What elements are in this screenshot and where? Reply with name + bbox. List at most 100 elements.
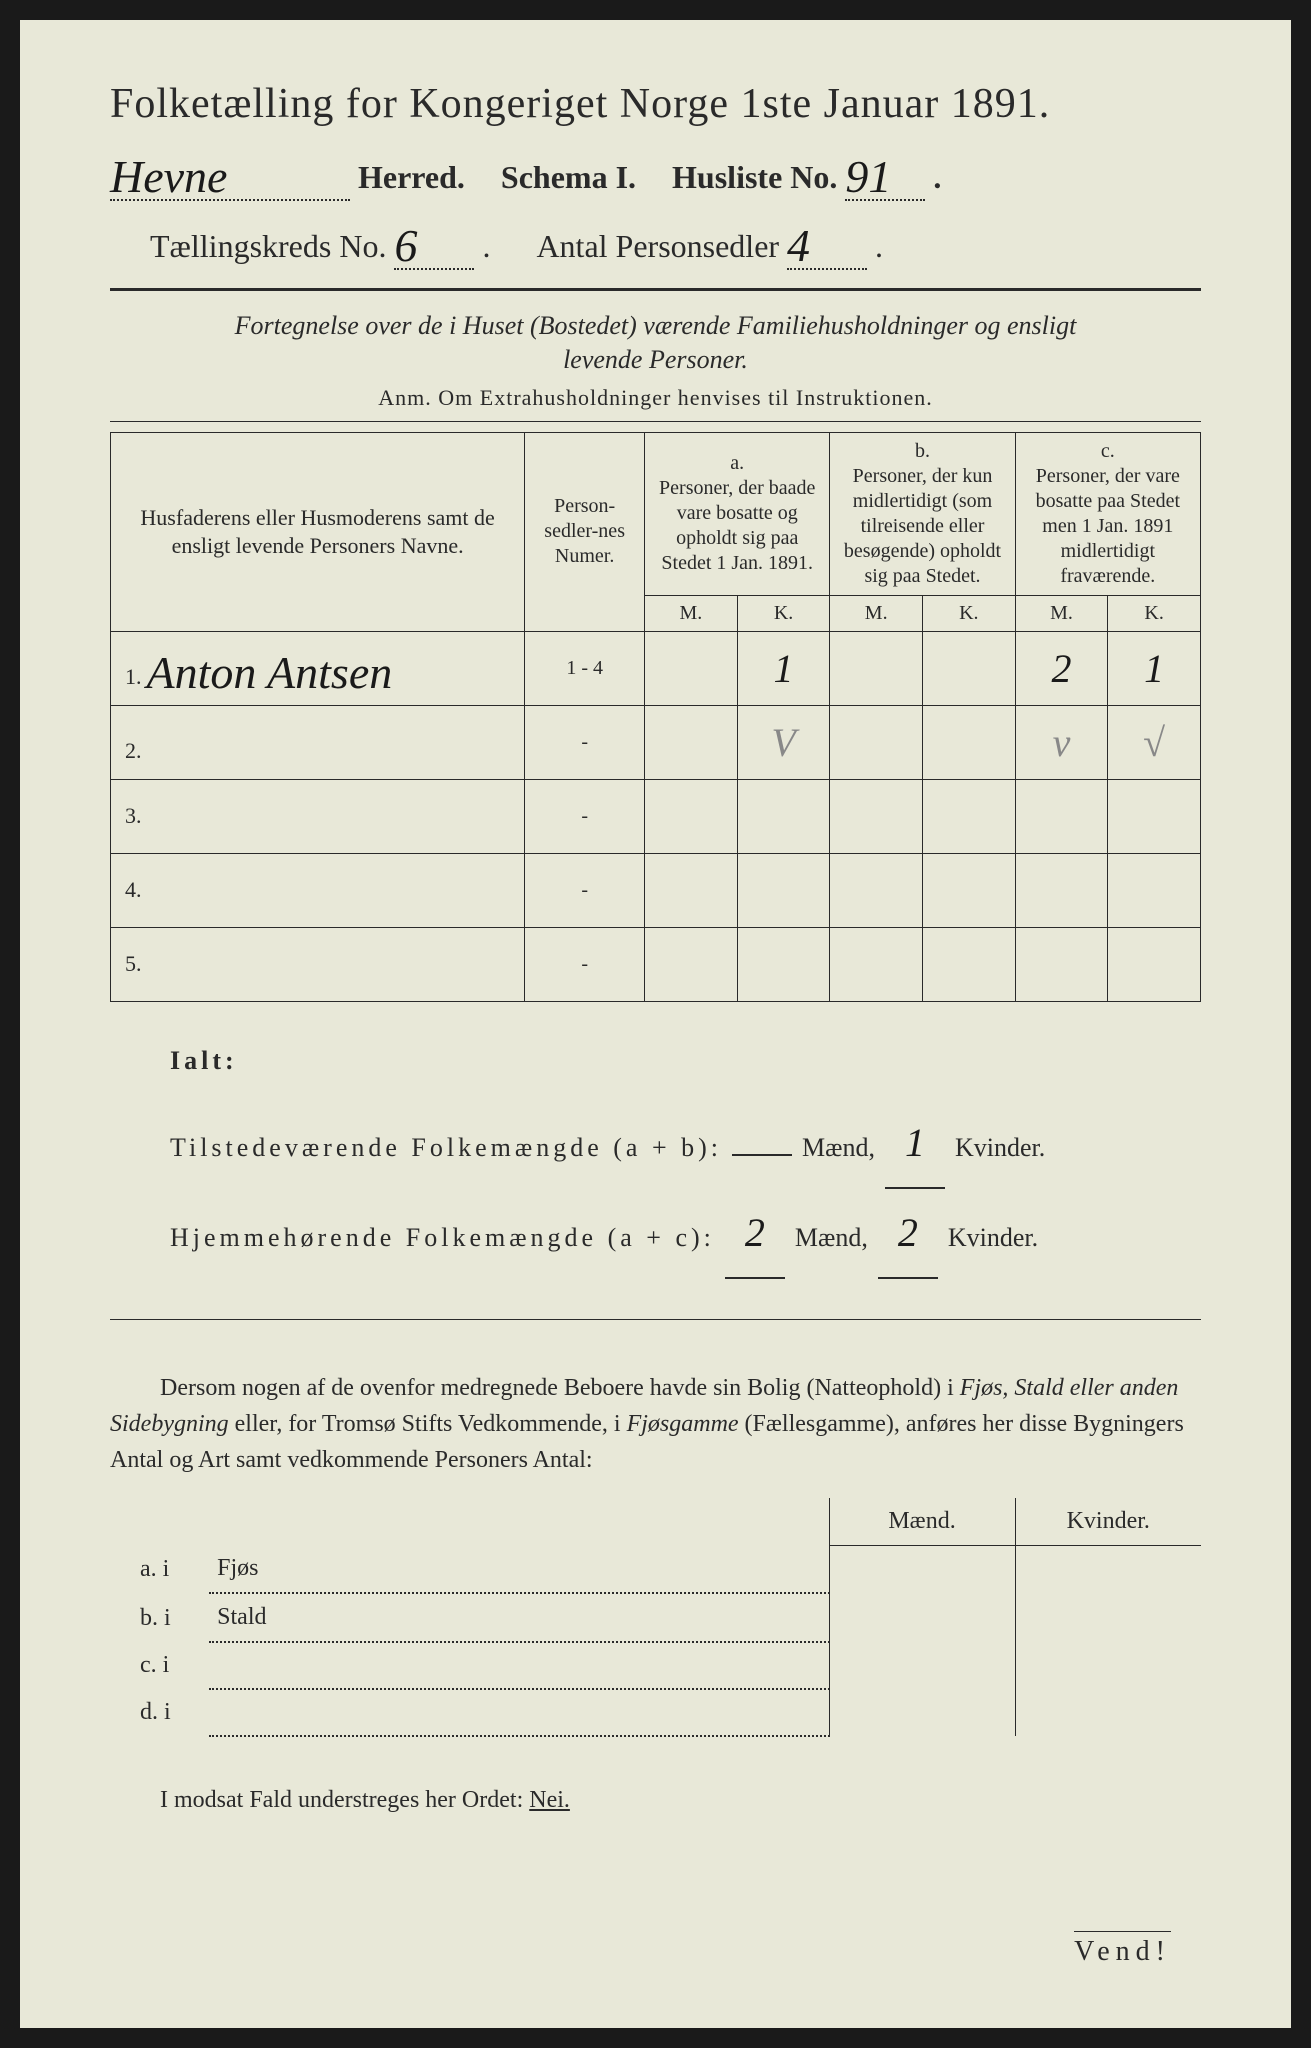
building-name xyxy=(209,1689,829,1736)
herred-label: Herred. xyxy=(358,159,465,196)
row-a-m xyxy=(645,779,738,853)
building-lbl: a. i xyxy=(110,1545,209,1593)
building-maend-header: Mænd. xyxy=(829,1498,1015,1546)
table-row: 3. - xyxy=(111,779,1201,853)
col-a-header: a. Personer, der baade vare bosatte og o… xyxy=(645,432,830,595)
herred-value: Hevne xyxy=(110,151,227,202)
row-c-m xyxy=(1015,853,1108,927)
row-c-k xyxy=(1108,779,1201,853)
row-a-m xyxy=(645,853,738,927)
antal-label: Antal Personsedler xyxy=(536,228,779,265)
building-row: a. iFjøs xyxy=(110,1545,1201,1593)
col-b-m: M. xyxy=(830,595,923,631)
row-num: - xyxy=(525,705,645,779)
col-name-header: Husfaderens eller Husmoderens samt de en… xyxy=(111,432,525,631)
row-b-m xyxy=(830,631,923,705)
row-c-k: √ xyxy=(1108,705,1201,779)
row-a-k: 1 xyxy=(737,631,830,705)
row-b-m xyxy=(830,705,923,779)
building-name: Fjøs xyxy=(209,1545,829,1593)
row-name: 2. xyxy=(111,705,525,779)
row-a-k xyxy=(737,853,830,927)
row-c-k: 1 xyxy=(1108,631,1201,705)
divider xyxy=(110,1319,1201,1320)
row-name: 1. Anton Antsen xyxy=(111,631,525,705)
kreds-value: 6 xyxy=(394,220,417,271)
row-c-m xyxy=(1015,927,1108,1001)
row-name: 3. xyxy=(111,779,525,853)
footer-nei: Nei. xyxy=(529,1787,570,1813)
col-c-m: M. xyxy=(1015,595,1108,631)
col-a-m: M. xyxy=(645,595,738,631)
row-b-k xyxy=(923,631,1016,705)
row-a-k xyxy=(737,927,830,1001)
table-row: 5. - xyxy=(111,927,1201,1001)
row-a-k xyxy=(737,779,830,853)
tilstede-k: 1 xyxy=(905,1120,925,1165)
building-m xyxy=(829,1642,1015,1689)
building-m xyxy=(829,1689,1015,1736)
ialt-label: Ialt: xyxy=(170,1032,1201,1089)
household-table: Husfaderens eller Husmoderens samt de en… xyxy=(110,432,1201,1002)
building-k xyxy=(1015,1593,1201,1642)
col-b-header: b. Personer, der kun midlertidigt (som t… xyxy=(830,432,1015,595)
row-a-m xyxy=(645,705,738,779)
hjemme-m: 2 xyxy=(745,1210,765,1255)
kreds-label: Tællingskreds No. xyxy=(150,228,386,265)
row-name: 4. xyxy=(111,853,525,927)
hjemme-line: Hjemmehørende Folkemængde (a + c): 2 Mæn… xyxy=(170,1189,1201,1279)
husliste-value: 91 xyxy=(845,151,891,202)
building-m xyxy=(829,1545,1015,1593)
building-row: b. iStald xyxy=(110,1593,1201,1642)
col-c-k: K. xyxy=(1108,595,1201,631)
hjemme-label: Hjemmehørende Folkemængde (a + c): xyxy=(170,1209,715,1266)
footer-line: I modsat Fald understreges her Ordet: Ne… xyxy=(110,1787,1201,1814)
row-b-m xyxy=(830,853,923,927)
col-a-k: K. xyxy=(737,595,830,631)
row-num: - xyxy=(525,927,645,1001)
divider xyxy=(110,288,1201,291)
maend-label: Mænd, xyxy=(802,1119,875,1176)
table-row: 4. - xyxy=(111,853,1201,927)
building-table: Mænd. Kvinder. a. iFjøsb. iStaldc. id. i xyxy=(110,1498,1201,1738)
kvinder-label: Kvinder. xyxy=(955,1119,1045,1176)
building-lbl: b. i xyxy=(110,1593,209,1642)
row-b-m xyxy=(830,927,923,1001)
row-a-k: V xyxy=(737,705,830,779)
row-b-k xyxy=(923,779,1016,853)
desc-line1: Fortegnelse over de i Huset (Bostedet) v… xyxy=(235,311,1077,340)
hjemme-k: 2 xyxy=(898,1210,918,1255)
form-description: Fortegnelse over de i Huset (Bostedet) v… xyxy=(110,309,1201,377)
maend-label: Mænd, xyxy=(795,1209,868,1266)
divider xyxy=(110,421,1201,422)
tilstede-line: Tilstedeværende Folkemængde (a + b): Mæn… xyxy=(170,1099,1201,1189)
building-kvinder-header: Kvinder. xyxy=(1015,1498,1201,1546)
row-name: 5. xyxy=(111,927,525,1001)
row-c-k xyxy=(1108,853,1201,927)
kreds-line: Tællingskreds No. 6 . Antal Personsedler… xyxy=(110,215,1201,270)
building-k xyxy=(1015,1689,1201,1736)
row-c-m: v xyxy=(1015,705,1108,779)
building-k xyxy=(1015,1545,1201,1593)
building-k xyxy=(1015,1642,1201,1689)
totals-section: Ialt: Tilstedeværende Folkemængde (a + b… xyxy=(110,1032,1201,1279)
building-row: c. i xyxy=(110,1642,1201,1689)
row-num: 1 - 4 xyxy=(525,631,645,705)
table-row: 1. Anton Antsen1 - 4121 xyxy=(111,631,1201,705)
row-c-m xyxy=(1015,779,1108,853)
footer-text: I modsat Fald understreges her Ordet: xyxy=(160,1787,529,1813)
row-a-m xyxy=(645,927,738,1001)
row-c-k xyxy=(1108,927,1201,1001)
schema-label: Schema I. xyxy=(501,159,636,196)
building-lbl: d. i xyxy=(110,1689,209,1736)
row-b-k xyxy=(923,853,1016,927)
col-c-header: c. Personer, der vare bosatte paa Stedet… xyxy=(1015,432,1200,595)
building-name xyxy=(209,1642,829,1689)
row-num: - xyxy=(525,853,645,927)
vend-label: Vend! xyxy=(1074,1931,1171,1968)
tilstede-label: Tilstedeværende Folkemængde (a + b): xyxy=(170,1119,722,1176)
col-num-header: Person-sedler-nes Numer. xyxy=(525,432,645,631)
row-b-k xyxy=(923,927,1016,1001)
table-row: 2. - Vv√ xyxy=(111,705,1201,779)
col-b-k: K. xyxy=(923,595,1016,631)
